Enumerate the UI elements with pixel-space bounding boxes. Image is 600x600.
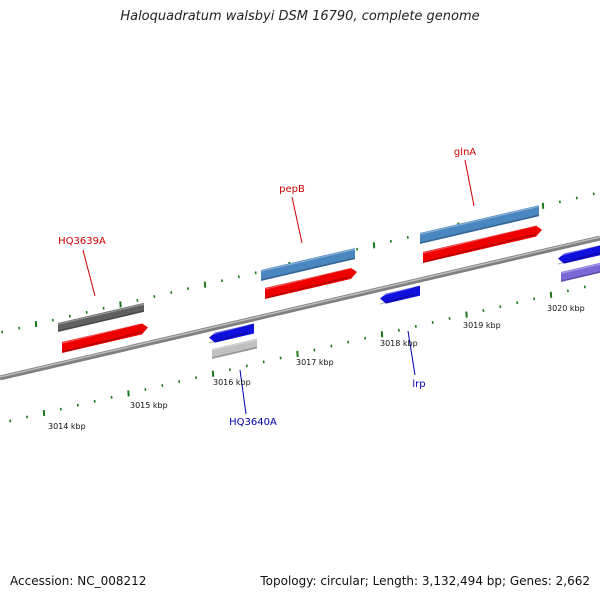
gene-HQ3640A-arrow[interactable] xyxy=(208,323,254,344)
gene-right-box[interactable] xyxy=(560,262,600,283)
kbp-label: 3017 kbp xyxy=(296,358,334,367)
callout-line xyxy=(291,196,303,244)
gene-label-lrp[interactable]: lrp xyxy=(412,379,425,390)
gene-label-pepB[interactable]: pepB xyxy=(279,184,305,195)
kbp-label: 3016 kbp xyxy=(213,378,251,387)
kbp-label: 3014 kbp xyxy=(48,422,86,431)
kbp-label: 3018 kbp xyxy=(380,339,418,348)
genes xyxy=(57,205,600,360)
gene-right-arrow[interactable] xyxy=(557,243,600,265)
gene-glnA-arrow[interactable] xyxy=(422,224,542,263)
gene-pepB-arrow[interactable] xyxy=(264,267,357,299)
accession-text: Accession: NC_008212 xyxy=(10,574,147,588)
callout-line xyxy=(82,249,96,297)
gene-lrp-arrow[interactable] xyxy=(379,285,420,305)
gene-callouts: HQ3639A pepB glnA HQ3640A lrp xyxy=(58,147,476,428)
callout-line xyxy=(239,369,247,415)
genome-axis-highlight xyxy=(0,236,600,378)
gene-pepB-box[interactable] xyxy=(260,248,356,281)
kbp-label: 3020 kbp xyxy=(547,304,585,313)
gene-label-HQ3640A[interactable]: HQ3640A xyxy=(229,417,277,428)
kbp-labels: 3014 kbp 3015 kbp 3016 kbp 3017 kbp 3018 kbp… xyxy=(48,304,585,431)
gene-glnA-box[interactable] xyxy=(419,205,540,244)
genome-summary-text: Topology: circular; Length: 3,132,494 bp… xyxy=(260,574,590,588)
gene-HQ3640A-box[interactable] xyxy=(211,338,258,360)
kbp-label: 3015 kbp xyxy=(130,401,168,410)
gene-label-glnA[interactable]: glnA xyxy=(454,147,476,158)
gene-label-HQ3639A[interactable]: HQ3639A xyxy=(58,236,106,247)
gene-HQ3639A-arrow[interactable] xyxy=(61,322,148,353)
tick-dots xyxy=(1,192,595,423)
genome-axis xyxy=(0,235,600,381)
map-title: Haloquadratum walsbyi DSM 16790, complet… xyxy=(120,9,480,24)
gene-HQ3639A-box[interactable] xyxy=(57,302,145,332)
callout-line xyxy=(464,159,475,207)
callout-line xyxy=(407,330,416,376)
kbp-label: 3019 kbp xyxy=(463,321,501,330)
